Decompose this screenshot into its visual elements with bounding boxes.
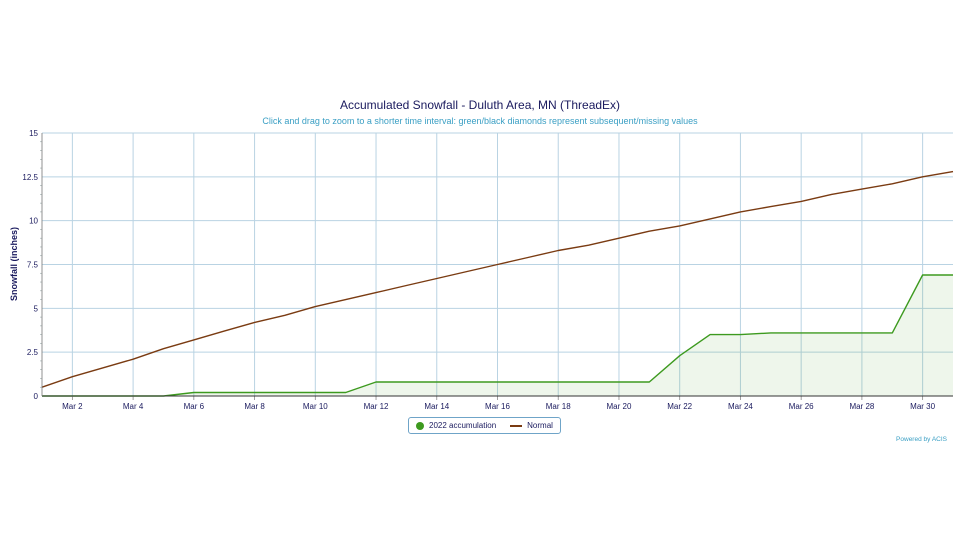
data-point-2022-accumulation[interactable] xyxy=(767,329,775,337)
data-point-normal[interactable] xyxy=(797,197,805,205)
data-point-normal[interactable] xyxy=(524,253,532,261)
x-tick-label: Mar 8 xyxy=(244,402,265,411)
chart-title: Accumulated Snowfall - Duluth Area, MN (… xyxy=(339,98,621,112)
y-tick-label: 10 xyxy=(29,217,38,226)
data-point-normal[interactable] xyxy=(159,345,167,353)
series-line-normal[interactable] xyxy=(41,170,954,388)
legend-marker-2022 xyxy=(416,421,424,430)
data-point-normal[interactable] xyxy=(919,173,927,181)
data-point-normal[interactable] xyxy=(949,168,957,176)
data-point-2022-accumulation[interactable] xyxy=(372,378,380,386)
x-tick-label: Mar 26 xyxy=(789,402,814,411)
y-axis-label: Snowfall (inches) xyxy=(9,227,19,301)
data-point-2022-accumulation[interactable] xyxy=(251,388,259,396)
data-point-2022-accumulation[interactable] xyxy=(919,271,927,279)
data-point-2022-accumulation[interactable] xyxy=(828,329,836,337)
legend-label-2022: 2022 accumulation xyxy=(429,421,497,430)
y-tick-label: 12.5 xyxy=(22,173,38,182)
data-point-normal[interactable] xyxy=(585,241,593,249)
data-point-normal[interactable] xyxy=(220,327,228,335)
data-point-2022-accumulation[interactable] xyxy=(676,352,684,360)
data-point-normal[interactable] xyxy=(676,222,684,230)
chart-subtitle: Click and drag to zoom to a shorter time… xyxy=(262,116,698,126)
data-point-normal[interactable] xyxy=(99,364,107,372)
data-point-2022-accumulation[interactable] xyxy=(281,388,289,396)
data-point-normal[interactable] xyxy=(706,215,714,223)
credits-link[interactable]: Powered by ACIS xyxy=(896,436,947,443)
x-tick-label: Mar 24 xyxy=(728,402,753,411)
data-point-normal[interactable] xyxy=(372,289,380,297)
data-point-2022-accumulation[interactable] xyxy=(342,388,350,396)
data-point-normal[interactable] xyxy=(251,318,259,326)
data-point-normal[interactable] xyxy=(433,275,441,283)
legend-label-normal: Normal xyxy=(527,421,553,430)
data-point-normal[interactable] xyxy=(615,234,623,242)
data-point-2022-accumulation[interactable] xyxy=(858,329,866,337)
x-tick-label: Mar 18 xyxy=(546,402,571,411)
data-point-2022-accumulation[interactable] xyxy=(402,378,410,386)
data-point-normal[interactable] xyxy=(645,227,653,235)
data-point-normal[interactable] xyxy=(129,355,137,363)
data-point-normal[interactable] xyxy=(281,311,289,319)
x-tick-label: Mar 16 xyxy=(485,402,510,411)
x-tick-label: Mar 28 xyxy=(849,402,874,411)
legend-marker-normal xyxy=(510,424,523,427)
x-tick-label: Mar 2 xyxy=(62,402,83,411)
x-tick-label: Mar 14 xyxy=(424,402,449,411)
data-point-normal[interactable] xyxy=(554,246,562,254)
x-tick-label: Mar 22 xyxy=(667,402,692,411)
legend: 2022 accumulation Normal xyxy=(408,417,561,434)
data-point-2022-accumulation[interactable] xyxy=(433,378,441,386)
line-layer[interactable] xyxy=(38,168,957,400)
data-point-normal[interactable] xyxy=(828,190,836,198)
x-tick-label: Mar 12 xyxy=(364,402,389,411)
data-point-2022-accumulation[interactable] xyxy=(190,388,198,396)
y-tick-label: 15 xyxy=(29,129,38,138)
data-point-2022-accumulation[interactable] xyxy=(949,271,957,279)
y-tick-label: 0 xyxy=(34,392,39,401)
data-point-2022-accumulation[interactable] xyxy=(585,378,593,386)
data-point-normal[interactable] xyxy=(463,268,471,276)
data-point-2022-accumulation[interactable] xyxy=(615,378,623,386)
data-point-normal[interactable] xyxy=(736,208,744,216)
y-tick-label: 7.5 xyxy=(27,261,39,270)
x-tick-label: Mar 4 xyxy=(123,402,144,411)
data-point-2022-accumulation[interactable] xyxy=(311,388,319,396)
data-point-normal[interactable] xyxy=(767,203,775,211)
data-point-normal[interactable] xyxy=(402,282,410,290)
data-point-2022-accumulation[interactable] xyxy=(554,378,562,386)
data-point-2022-accumulation[interactable] xyxy=(736,331,744,339)
data-point-2022-accumulation[interactable] xyxy=(463,378,471,386)
y-tick-label: 2.5 xyxy=(27,348,39,357)
y-tick-label: 5 xyxy=(34,304,39,313)
data-point-2022-accumulation[interactable] xyxy=(888,329,896,337)
legend-item-2022[interactable]: 2022 accumulation xyxy=(416,421,496,430)
data-point-normal[interactable] xyxy=(190,336,198,344)
series-line-2022-accumulation[interactable] xyxy=(42,274,953,397)
axes: 0 2.5 5 7.5 10 12.5 15 Mar 2 Mar 4 Mar 6 Mar 8 Mar … xyxy=(22,129,953,411)
data-point-normal[interactable] xyxy=(342,296,350,304)
data-point-2022-accumulation[interactable] xyxy=(220,388,228,396)
x-tick-label: Mar 10 xyxy=(303,402,328,411)
data-point-2022-accumulation[interactable] xyxy=(797,329,805,337)
data-point-normal[interactable] xyxy=(858,185,866,193)
data-point-normal[interactable] xyxy=(311,303,319,311)
data-point-2022-accumulation[interactable] xyxy=(494,378,502,386)
data-point-2022-accumulation[interactable] xyxy=(524,378,532,386)
data-point-2022-accumulation[interactable] xyxy=(706,331,714,339)
x-tick-label: Mar 20 xyxy=(607,402,632,411)
series-area-2022-accumulation xyxy=(42,275,953,396)
area-layer xyxy=(42,275,953,396)
legend-item-normal[interactable]: Normal xyxy=(510,421,553,430)
data-point-normal[interactable] xyxy=(68,373,76,381)
x-tick-label: Mar 30 xyxy=(910,402,935,411)
data-point-2022-accumulation[interactable] xyxy=(645,378,653,386)
data-point-normal[interactable] xyxy=(494,261,502,269)
x-tick-label: Mar 6 xyxy=(184,402,205,411)
data-point-normal[interactable] xyxy=(888,180,896,188)
